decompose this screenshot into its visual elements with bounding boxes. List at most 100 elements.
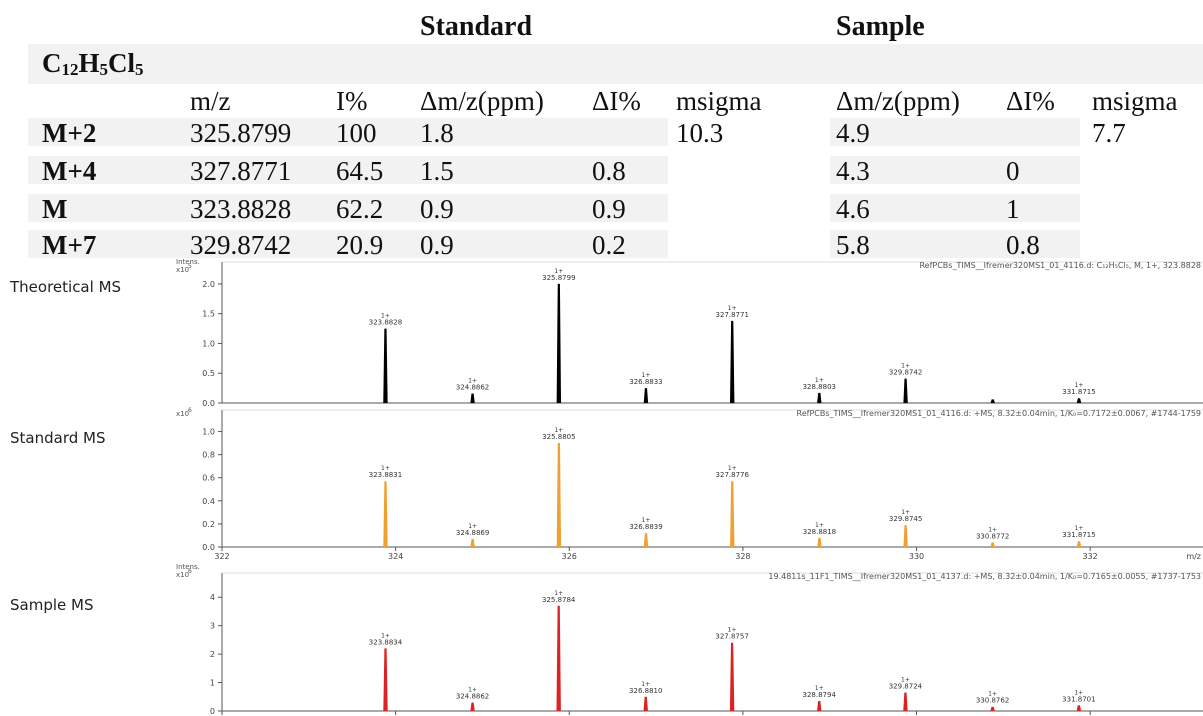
y-scale-exponent: 5: [188, 263, 192, 270]
cell-intensity: 20.9: [336, 230, 384, 260]
cell-smp-dmz: 4.6: [836, 194, 870, 224]
row-band: [28, 118, 668, 146]
spectrum-peak: [729, 642, 735, 711]
peak-mz-label: 327.8757: [715, 633, 748, 641]
spectrum-peak: [903, 378, 908, 403]
formula-row: C12H5Cl5: [0, 44, 1203, 84]
peak-charge-label: 1+: [642, 517, 651, 524]
row-label: M+4: [42, 156, 97, 186]
peak-charge-label: 1+: [381, 465, 390, 472]
peak-mz-label: 324.8869: [456, 529, 489, 537]
row-band: [830, 194, 1080, 222]
peak-charge-label: 1+: [728, 305, 737, 312]
panel-header-text: RefPCBs_TIMS__Ifremer320MS1_01_4116.d: +…: [797, 409, 1201, 418]
y-scale-label: x10: [176, 410, 189, 418]
cell-smp-dmz: 5.8: [836, 230, 870, 260]
peak-mz-label: 324.8862: [456, 692, 489, 700]
spectrum-peak: [470, 393, 475, 403]
peak-mz-label: 326.8839: [629, 523, 662, 531]
col-header-smp-di: ΔI%: [1006, 86, 1055, 116]
peak-mz-label: 327.8776: [716, 471, 750, 479]
spectrum-peak: [990, 399, 995, 403]
cell-std-di: 0.9: [592, 194, 626, 224]
table-row: M 323.8828 62.2 0.9 0.9 4.6 1: [0, 194, 1203, 224]
peak-mz-label: 326.8833: [629, 378, 662, 386]
y-tick-label: 0: [210, 707, 215, 716]
y-tick-label: 4: [210, 593, 215, 602]
cell-mz: 327.8771: [190, 156, 292, 186]
spectrum-peak: [1076, 398, 1082, 403]
peak-mz-label: 325.8784: [542, 596, 576, 604]
peak-charge-label: 1+: [642, 372, 651, 379]
y-tick-label: 3: [210, 622, 215, 631]
x-tick-label: 324: [388, 552, 403, 561]
cell-intensity: 62.2: [336, 194, 384, 224]
y-tick-label: 2: [210, 650, 215, 659]
row-band: [28, 156, 668, 184]
cell-smp-dmz: 4.3: [836, 156, 870, 186]
peak-charge-label: 1+: [468, 686, 477, 693]
cell-std-di: 0.8: [592, 156, 626, 186]
group-header-row: Standard Sample: [0, 11, 1203, 42]
x-axis-label: m/z: [1186, 552, 1201, 561]
peak-charge-label: 1+: [815, 522, 824, 529]
peak-charge-label: 1+: [468, 523, 477, 530]
cell-smp-di: 1: [1006, 194, 1020, 224]
peak-mz-label: 328.8794: [803, 691, 837, 699]
table-row: M+4 327.8771 64.5 1.5 0.8 4.3 0: [0, 156, 1203, 186]
peak-mz-label: 331.8715: [1062, 388, 1095, 396]
peak-charge-label: 1+: [815, 685, 824, 692]
peak-mz-label: 327.8771: [716, 311, 749, 319]
peak-charge-label: 1+: [554, 427, 563, 434]
cell-std-dmz: 0.9: [420, 194, 454, 224]
spectrum-peak: [470, 702, 475, 711]
spectrum-peak: [990, 706, 995, 711]
spectrum-peak: [383, 328, 388, 403]
col-header-smp-msigma: msigma: [1092, 86, 1178, 116]
row-band: [830, 230, 1080, 258]
standard-group-header: Standard: [420, 11, 533, 42]
peak-mz-label: 328.8818: [803, 528, 836, 536]
spectrum-peak: [903, 692, 908, 711]
y-tick-label: 1.5: [202, 310, 215, 319]
standard-ms-spectrum: RefPCBs_TIMS__Ifremer320MS1_01_4116.d: +…: [176, 407, 1203, 561]
column-header-row: m/z I% Δm/z(ppm) ΔI% msigma Δm/z(ppm) ΔI…: [0, 86, 1203, 116]
peak-mz-label: 325.8799: [542, 274, 575, 282]
spectrum-peak: [817, 392, 822, 403]
peak-mz-label: 323.8831: [369, 471, 402, 479]
spectrum-peak: [903, 525, 908, 547]
sample-ms-spectrum: 19.4811s_11F1_TIMS__Ifremer320MS1_01_413…: [176, 563, 1203, 716]
col-header-std-dmz: Δm/z(ppm): [420, 86, 544, 116]
y-scale-exponent: 6: [188, 568, 192, 575]
x-tick-label: 326: [562, 552, 577, 561]
row-band: [830, 156, 1080, 184]
panel-header-text: 19.4811s_11F1_TIMS__Ifremer320MS1_01_413…: [768, 572, 1201, 581]
peak-charge-label: 1+: [468, 377, 477, 384]
col-header-mz: m/z: [190, 86, 231, 116]
peak-mz-label: 329.8742: [889, 369, 922, 377]
peak-charge-label: 1+: [381, 632, 390, 639]
sample-ms-label: Sample MS: [10, 596, 94, 614]
row-band: [28, 230, 668, 258]
peak-charge-label: 1+: [901, 509, 910, 516]
spectrum-peak: [643, 533, 649, 547]
peak-mz-label: 330.8772: [976, 532, 1009, 540]
spectrum-peak: [383, 648, 388, 711]
row-label: M+2: [42, 118, 97, 148]
cell-smp-di: 0.8: [1006, 230, 1040, 260]
spectrum-peak: [817, 701, 822, 711]
panel-header-text: RefPCBs_TIMS__Ifremer320MS1_01_4116.d: C…: [919, 261, 1201, 270]
peak-mz-label: 328.8803: [803, 383, 836, 391]
col-header-std-di: ΔI%: [592, 86, 641, 116]
row-label: M: [42, 194, 68, 224]
peak-charge-label: 1+: [901, 677, 910, 684]
spectrum-peak: [1076, 541, 1082, 547]
peak-mz-label: 330.8762: [976, 697, 1009, 705]
spectrum-peak: [730, 320, 735, 403]
peak-charge-label: 1+: [1075, 525, 1084, 532]
peak-charge-label: 1+: [728, 465, 737, 472]
spectrum-peak: [556, 605, 561, 711]
cell-smp-msigma: 7.7: [1092, 118, 1126, 148]
table-row: M+2 325.8799 100 1.8 10.3 4.9 7.7: [0, 118, 1203, 148]
cell-mz: 323.8828: [190, 194, 292, 224]
